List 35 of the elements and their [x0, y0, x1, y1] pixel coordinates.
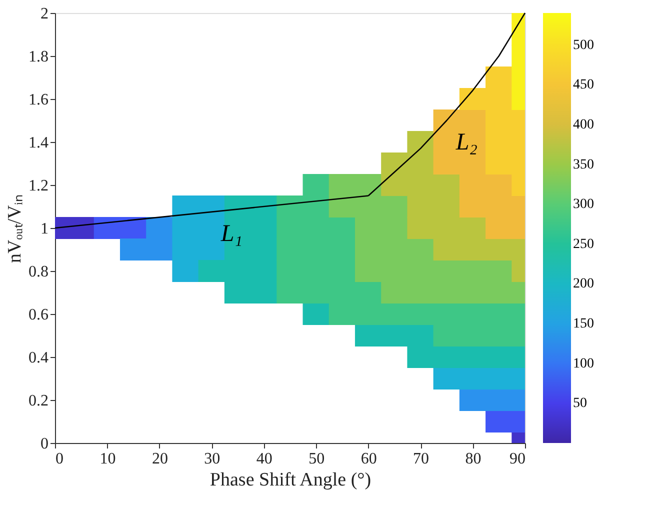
color-bar-label: 450 — [573, 78, 594, 93]
color-bar-label: 400 — [573, 117, 594, 132]
y-tick-label: 0 — [40, 436, 48, 452]
color-bar-label: 350 — [573, 157, 594, 172]
x-tick-label: 40 — [256, 450, 272, 468]
y-tick-label: 0.2 — [28, 392, 48, 410]
series-label: L₂ — [454, 130, 478, 156]
color-bar-label: 50 — [573, 396, 587, 412]
y-tick-label: 0.4 — [28, 350, 48, 366]
y-tick-label: 0.8 — [28, 264, 48, 280]
color-bar-label: 500 — [573, 38, 594, 53]
x-tick-label: 60 — [360, 450, 377, 468]
color-bar-label: 150 — [573, 316, 594, 332]
y-tick-label: 1.4 — [28, 134, 48, 152]
x-tick-label: 0 — [56, 450, 64, 468]
y-axis-title: nVₒᵤₜ/Vᵢₙ — [4, 194, 26, 264]
x-axis-title: Phase Shift Angle (°) — [210, 470, 372, 490]
y-tick-label: 1.2 — [28, 178, 48, 194]
color-bar-label: 250 — [573, 236, 594, 252]
color-bar-label: 100 — [573, 356, 594, 372]
y-tick-label: 1.8 — [28, 48, 48, 66]
y-tick-label: 2 — [40, 6, 48, 22]
y-tick-label: 1 — [40, 220, 48, 238]
x-tick-label: 10 — [100, 450, 116, 468]
x-tick-label: 30 — [204, 450, 220, 468]
x-tick-label: 50 — [308, 450, 325, 468]
color-bar-label: 300 — [573, 197, 594, 212]
series-label: L₁ — [220, 220, 243, 247]
x-tick-label: 20 — [152, 450, 168, 468]
x-tick-label: 90 — [510, 450, 526, 468]
y-tick-label: 0.6 — [28, 306, 48, 324]
x-tick-label: 80 — [465, 450, 482, 468]
x-tick-label: 70 — [413, 450, 430, 468]
y-tick-label: 1.6 — [28, 92, 48, 108]
color-bar-label: 200 — [573, 276, 594, 292]
